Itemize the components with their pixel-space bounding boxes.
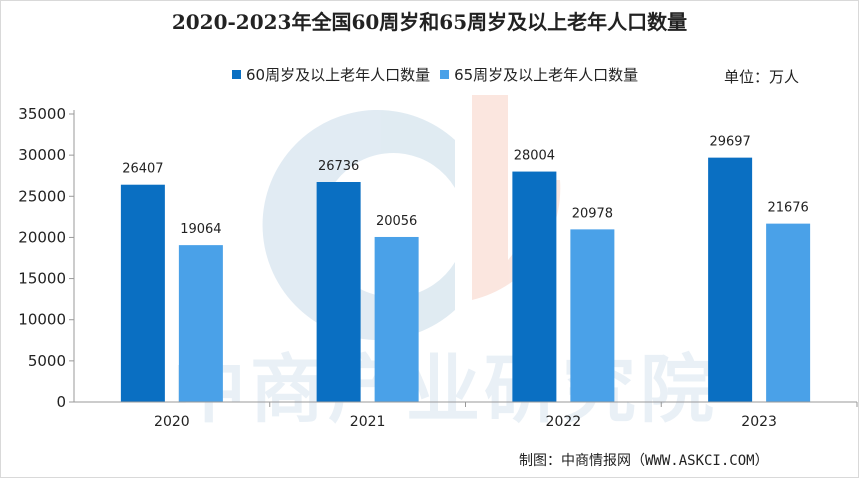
legend-item-60: 60周岁及以上老年人口数量 (232, 64, 430, 85)
x-tick-label: 2021 (350, 414, 386, 430)
y-tick-label: 10000 (18, 311, 66, 329)
y-tick-label: 35000 (18, 105, 66, 123)
data-label: 26407 (122, 162, 163, 177)
unit-label: 单位：万人 (724, 68, 800, 86)
bar-aged-65-2023 (766, 223, 811, 402)
bar-aged-60-2023 (708, 157, 753, 402)
data-label: 29697 (709, 135, 750, 150)
bars-group: 26407 19064 26736 20056 28004 20978 29697 21676 (120, 135, 811, 402)
x-tick-label: 2023 (741, 414, 777, 430)
data-label: 20056 (376, 214, 417, 229)
bar-aged-65-2022 (570, 229, 615, 402)
x-tick-label: 2022 (546, 414, 582, 430)
x-axis: 2020 2021 2022 2023 (74, 401, 858, 430)
y-tick-label: 30000 (18, 146, 66, 164)
y-tick-label: 0 (56, 393, 66, 411)
source-credit: 制图：中商情报网（WWW.ASKCI.COM） (519, 453, 769, 469)
bar-aged-60-2020 (120, 184, 165, 402)
legend-label-65: 65周岁及以上老年人口数量 (454, 66, 639, 84)
legend-label-60: 60周岁及以上老年人口数量 (246, 66, 431, 84)
bar-aged-65-2021 (374, 236, 419, 402)
data-label: 19064 (180, 222, 221, 237)
y-tick-label: 20000 (18, 228, 66, 246)
y-tick-label: 5000 (28, 352, 66, 370)
legend-swatch-65 (440, 70, 450, 79)
bar-aged-60-2021 (316, 182, 361, 402)
legend-swatch-60 (232, 70, 241, 79)
legend-item-65: 65周岁及以上老年人口数量 (440, 64, 638, 85)
bar-aged-65-2020 (178, 245, 223, 402)
watermark-text: 中商产业研究院 (172, 347, 718, 433)
data-label: 21676 (767, 201, 808, 216)
data-label: 26736 (318, 159, 359, 174)
legend: 60周岁及以上老年人口数量 65周岁及以上老年人口数量 (232, 64, 648, 85)
x-tick-label: 2020 (154, 414, 190, 430)
y-tick-label: 25000 (18, 187, 66, 205)
y-axis: 0 5000 10000 15000 20000 25000 30000 35000 (18, 105, 75, 411)
y-tick-label: 15000 (18, 270, 66, 288)
chart-title: 2020-2023年全国60周岁和65周岁及以上老年人口数量 (171, 10, 688, 34)
data-label: 20978 (572, 206, 613, 221)
bar-aged-60-2022 (512, 171, 557, 402)
data-label: 28004 (514, 149, 555, 164)
